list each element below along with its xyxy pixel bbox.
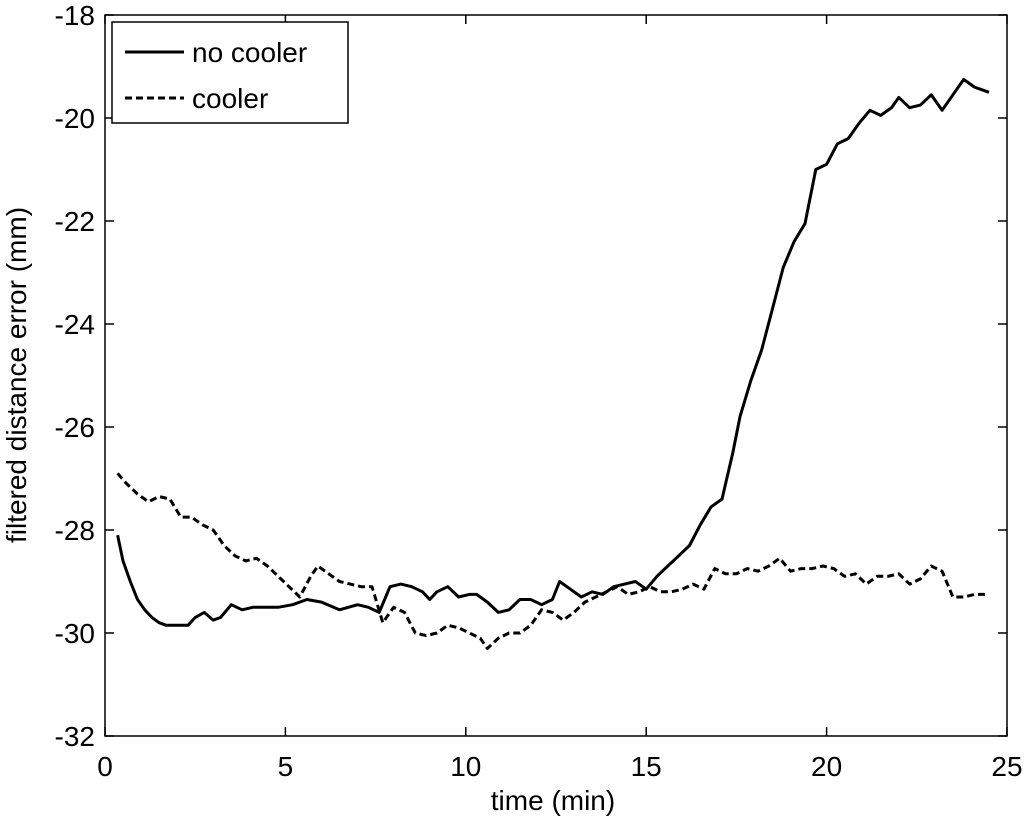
series-line-no-cooler xyxy=(116,77,990,627)
y-tick-label: -32 xyxy=(55,721,95,752)
legend: no cooler cooler xyxy=(111,21,349,124)
x-tick-label: 15 xyxy=(631,751,662,782)
y-tick-label: -22 xyxy=(55,206,95,237)
legend-label-no-cooler: no cooler xyxy=(192,37,307,68)
x-tick-label: 0 xyxy=(97,751,113,782)
y-tick-label: -30 xyxy=(55,618,95,649)
x-tick-label: 25 xyxy=(991,751,1022,782)
series-line-cooler xyxy=(116,472,986,650)
x-tick-label: 20 xyxy=(811,751,842,782)
y-tick-label: -26 xyxy=(55,412,95,443)
axis-ticks: 0 5 10 15 20 25 -32 -30 -28 -26 -24 -22 -20 -18 xyxy=(55,0,1023,782)
y-tick-label: -24 xyxy=(55,309,95,340)
y-tick-label: -20 xyxy=(55,103,95,134)
y-tick-label: -28 xyxy=(55,515,95,546)
y-tick-label: -18 xyxy=(55,0,95,31)
legend-label-cooler: cooler xyxy=(192,83,268,114)
x-axis-label: time (min) xyxy=(491,785,615,816)
plot-area xyxy=(104,14,1008,737)
legend-box xyxy=(111,21,349,124)
x-tick-label: 10 xyxy=(450,751,481,782)
y-axis-label: filtered distance error (mm) xyxy=(1,207,32,543)
series-lines xyxy=(116,77,990,650)
x-tick-label: 5 xyxy=(278,751,294,782)
